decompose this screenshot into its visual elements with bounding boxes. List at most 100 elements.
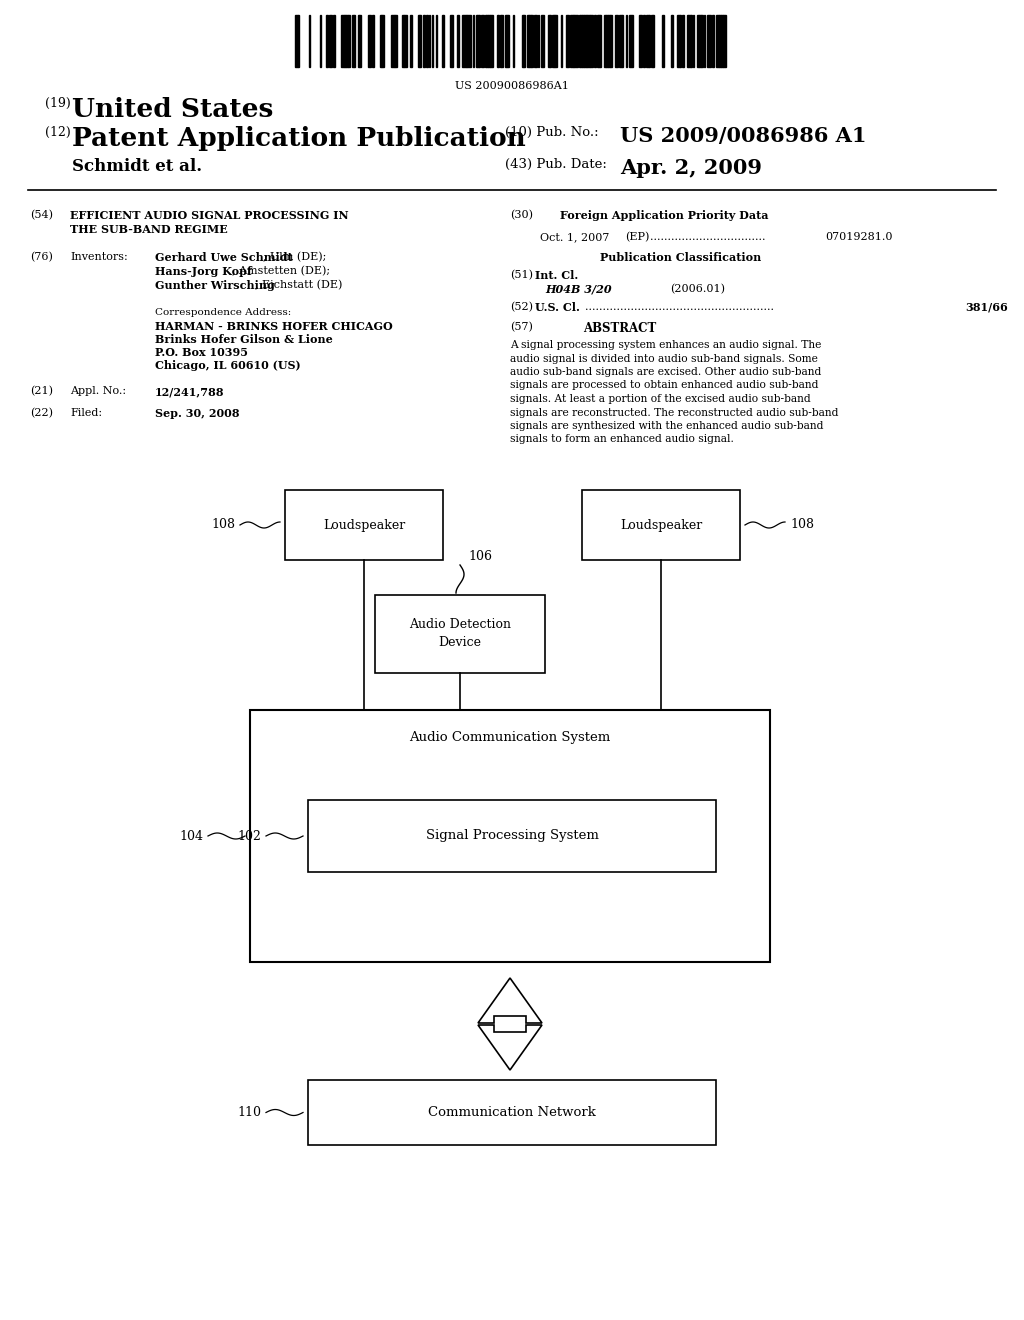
Bar [629,15,633,67]
Bar [501,15,503,67]
Bar [457,15,459,67]
Bar [391,15,394,67]
Text: (2006.01): (2006.01) [670,284,725,294]
Bar [531,15,534,67]
Text: Oct. 1, 2007: Oct. 1, 2007 [540,232,609,242]
Text: 381/66: 381/66 [965,302,1008,313]
Bar [590,15,593,67]
Bar [651,15,653,67]
Text: Foreign Application Priority Data: Foreign Application Priority Data [560,210,768,220]
Bar [555,15,557,67]
Text: Inventors:: Inventors: [70,252,128,261]
Text: (EP): (EP) [625,232,649,243]
Bar [723,15,726,67]
Text: (30): (30) [510,210,534,220]
Bar [333,15,335,67]
Text: (22): (22) [30,408,53,418]
Text: (76): (76) [30,252,53,263]
Bar [295,15,298,67]
Bar [395,15,397,67]
Bar [552,15,554,67]
Bar [250,710,770,962]
Text: ......................................................: ........................................… [585,302,774,312]
Text: signals. At least a portion of the excised audio sub-band: signals. At least a portion of the excis… [510,393,811,404]
Bar [486,15,488,67]
Text: Patent Application Publication: Patent Application Publication [72,125,525,150]
Text: (51): (51) [510,271,534,280]
Bar [610,15,612,67]
Bar [308,800,716,873]
Text: Gerhard Uwe Schmidt: Gerhard Uwe Schmidt [155,252,293,263]
Bar [682,15,684,67]
Text: (57): (57) [510,322,532,333]
Text: 110: 110 [237,1106,261,1119]
Bar [618,15,622,67]
Text: EFFICIENT AUDIO SIGNAL PROCESSING IN: EFFICIENT AUDIO SIGNAL PROCESSING IN [70,210,348,220]
Bar [582,490,740,560]
Bar [285,490,443,560]
Bar [481,15,484,67]
Bar [701,15,703,67]
Text: Audio Detection
Device: Audio Detection Device [409,619,511,649]
Text: 12/241,788: 12/241,788 [155,385,224,397]
Text: United States: United States [72,96,273,121]
Text: , Ulm (DE);: , Ulm (DE); [263,252,327,263]
Bar [308,1080,716,1144]
Bar [580,15,582,67]
Text: Audio Communication System: Audio Communication System [410,731,610,744]
Text: Int. Cl.: Int. Cl. [535,271,579,281]
Bar [467,15,471,67]
Text: .................................: ................................. [650,232,766,242]
Bar [594,15,596,67]
Bar [677,15,680,67]
Polygon shape [478,978,542,1023]
Bar [462,15,466,67]
Text: H04B 3/20: H04B 3/20 [545,284,611,294]
Bar [341,15,344,67]
Bar [606,15,608,67]
Text: U.S. Cl.: U.S. Cl. [535,302,580,313]
Bar [527,15,529,67]
Text: (21): (21) [30,385,53,396]
Text: (10) Pub. No.:: (10) Pub. No.: [505,125,599,139]
Bar [488,15,490,67]
Bar [529,15,531,67]
Text: HARMAN - BRINKS HOFER CHICAGO: HARMAN - BRINKS HOFER CHICAGO [155,321,393,333]
Text: Appl. No.:: Appl. No.: [70,385,126,396]
Bar [719,15,721,67]
Bar [574,15,578,67]
Text: 07019281.0: 07019281.0 [825,232,893,242]
Text: audio sub-band signals are excised. Other audio sub-band: audio sub-band signals are excised. Othe… [510,367,821,378]
Text: (19): (19) [45,96,71,110]
Text: signals are processed to obtain enhanced audio sub-band: signals are processed to obtain enhanced… [510,380,818,391]
Bar [368,15,371,67]
Text: signals are reconstructed. The reconstructed audio sub-band: signals are reconstructed. The reconstru… [510,408,839,417]
Text: Loudspeaker: Loudspeaker [323,519,406,532]
Bar [584,15,586,67]
Bar [615,15,618,67]
Text: signals to form an enhanced audio signal.: signals to form an enhanced audio signal… [510,434,734,445]
Bar [477,15,479,67]
Bar [490,15,493,67]
Bar [410,15,412,67]
Bar [566,15,569,67]
Bar [402,15,404,67]
Bar [688,15,691,67]
Text: , Amstetten (DE);: , Amstetten (DE); [232,267,330,276]
Text: Publication Classification: Publication Classification [600,252,761,263]
Bar [608,15,610,67]
Bar [548,15,550,67]
Text: A signal processing system enhances an audio signal. The: A signal processing system enhances an a… [510,341,821,350]
Bar [372,15,374,67]
Bar [697,15,699,67]
Bar [716,15,719,67]
Text: 102: 102 [238,829,261,842]
Bar [587,15,590,67]
Bar [604,15,606,67]
Text: Hans-Jorg Kopf: Hans-Jorg Kopf [155,267,252,277]
Bar [346,15,348,67]
Bar [382,15,384,67]
Bar [326,15,328,67]
Bar [643,15,645,67]
Text: Signal Processing System: Signal Processing System [426,829,598,842]
